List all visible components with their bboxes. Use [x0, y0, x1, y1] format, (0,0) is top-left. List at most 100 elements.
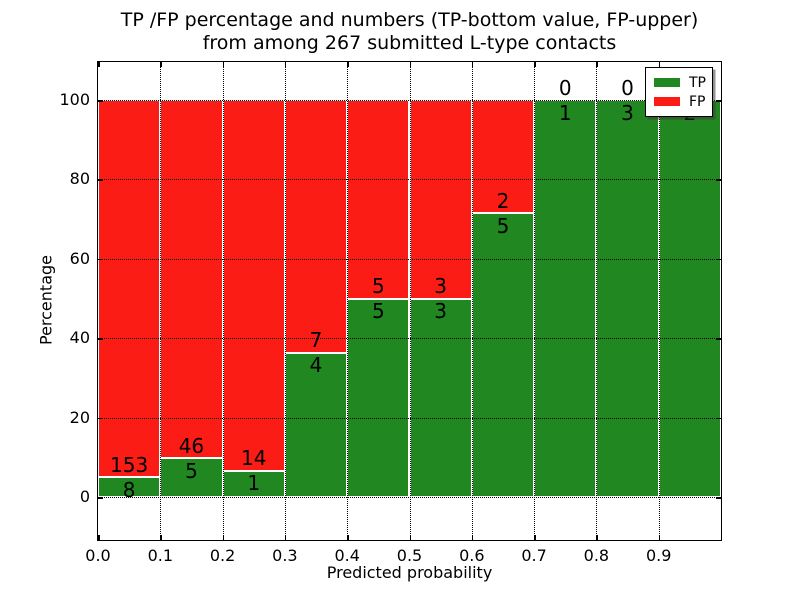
tp-count-label-2: 1: [247, 471, 261, 496]
x-tick-top-5: [409, 62, 411, 67]
legend-item-fp: FP: [646, 92, 712, 111]
tp-count-label-0: 8: [122, 477, 136, 502]
bar-segment-fp-4: [347, 100, 410, 299]
y-tick-label-100: 100: [59, 90, 90, 109]
bar-segment-tp-7: [534, 100, 597, 497]
x-tick-bottom-2: [222, 535, 225, 540]
gridline-y-100: [98, 100, 721, 101]
fp-count-label-0: 153: [110, 452, 149, 477]
fp-count-label-5: 3: [434, 274, 447, 298]
x-tick-bottom-6: [471, 535, 474, 540]
tp-color-swatch: [654, 78, 680, 87]
x-tick-label-0.8: 0.8: [583, 546, 610, 565]
y-tick-right-0: [716, 497, 721, 499]
fp-count-label-7: 0: [558, 75, 572, 100]
x-tick-bottom-8: [596, 535, 598, 540]
y-tick-right-80: [716, 179, 721, 181]
x-tick-bottom-1: [160, 535, 162, 540]
gridline-x-6: [471, 62, 473, 540]
bar-segment-tp-1: [160, 458, 223, 497]
gridline-y-40: [98, 338, 721, 340]
fp-count-label-4: 5: [371, 274, 385, 298]
gridline-x-5: [409, 62, 411, 540]
gridline-x-8: [596, 62, 598, 540]
legend-label-fp: FP: [689, 93, 706, 110]
y-tick-label-60: 60: [69, 248, 90, 268]
y-tick-left-0: [98, 497, 103, 499]
y-tick-left-40: [98, 338, 103, 340]
x-tick-top-7: [534, 62, 536, 67]
bar-segment-tp-9: [658, 100, 721, 497]
gridline-x-7: [534, 62, 536, 540]
gridline-x-4: [347, 62, 349, 540]
plot-area: 153846514174553325010302 TP FP: [96, 60, 722, 541]
gridline-x-1: [160, 62, 162, 540]
bar-segment-fp-3: [284, 100, 348, 353]
tp-count-label-6: 5: [496, 213, 510, 238]
y-tick-right-100: [716, 100, 721, 102]
chart-title: TP /FP percentage and numbers (TP-bottom…: [98, 9, 721, 55]
x-tick-label-0.9: 0.9: [645, 546, 672, 565]
y-tick-left-20: [98, 417, 103, 420]
y-tick-left-80: [98, 179, 103, 181]
tp-count-label-4: 5: [371, 299, 385, 323]
y-tick-label-80: 80: [69, 169, 90, 189]
tp-count-label-1: 5: [185, 458, 198, 483]
bar-segment-tp-6: [471, 213, 535, 497]
gridline-y-60: [98, 258, 721, 260]
fp-count-label-1: 46: [178, 433, 205, 458]
tp-count-label-5: 3: [434, 299, 447, 323]
fp-count-label-8: 0: [621, 75, 634, 100]
y-tick-label-0: 0: [79, 487, 90, 506]
x-tick-label-0.4: 0.4: [334, 546, 360, 565]
legend-box: TP FP: [645, 67, 713, 117]
tp-count-label-8: 3: [621, 100, 634, 125]
legend-item-tp: TP: [646, 73, 712, 92]
x-tick-top-9: [658, 62, 661, 67]
chart-title-line2: from among 267 submitted L-type contacts: [202, 32, 617, 54]
bar-segment-fp-1: [160, 100, 223, 459]
x-tick-bottom-5: [409, 535, 411, 540]
y-tick-label-40: 40: [69, 328, 90, 348]
x-tick-label-0.0: 0.0: [85, 546, 111, 565]
bar-segment-tp-8: [596, 100, 659, 497]
bar-segment-tp-0: [98, 477, 161, 497]
x-tick-top-8: [596, 62, 598, 67]
fp-count-label-6: 2: [496, 188, 510, 213]
x-tick-top-0: [98, 62, 100, 67]
x-tick-top-4: [347, 62, 349, 67]
gridline-x-9: [658, 62, 660, 540]
chart-title-line1: TP /FP percentage and numbers (TP-bottom…: [120, 9, 699, 31]
bar-segment-fp-2: [222, 100, 285, 471]
fp-color-swatch: [654, 97, 680, 106]
x-tick-label-0.6: 0.6: [459, 546, 485, 565]
y-tick-right-40: [716, 338, 721, 340]
y-tick-right-60: [716, 258, 721, 261]
x-tick-top-3: [284, 62, 287, 67]
bar-segment-fp-0: [98, 100, 161, 478]
y-tick-left-100: [98, 100, 103, 102]
x-tick-label-0.1: 0.1: [147, 546, 174, 565]
x-tick-top-1: [160, 62, 162, 67]
x-tick-label-0.7: 0.7: [521, 546, 547, 565]
y-tick-right-20: [716, 417, 721, 420]
x-tick-label-0.5: 0.5: [396, 546, 423, 565]
x-axis-label: Predicted probability: [326, 563, 493, 582]
x-tick-bottom-7: [534, 535, 536, 540]
gridline-y-20: [98, 417, 721, 419]
x-tick-bottom-4: [347, 535, 349, 540]
y-tick-left-60: [98, 258, 103, 261]
bar-segment-tp-5: [409, 298, 472, 497]
gridline-x-3: [284, 62, 286, 540]
x-tick-top-2: [222, 62, 225, 67]
fp-count-label-3: 7: [309, 328, 323, 353]
x-tick-bottom-3: [284, 535, 287, 540]
gridline-y-0: [98, 497, 721, 498]
tp-count-label-7: 1: [558, 100, 572, 125]
fp-count-label-2: 14: [241, 446, 267, 471]
x-tick-label-0.2: 0.2: [209, 546, 236, 565]
x-tick-top-6: [471, 62, 474, 67]
legend-label-tp: TP: [689, 74, 706, 91]
y-tick-label-20: 20: [69, 407, 90, 427]
